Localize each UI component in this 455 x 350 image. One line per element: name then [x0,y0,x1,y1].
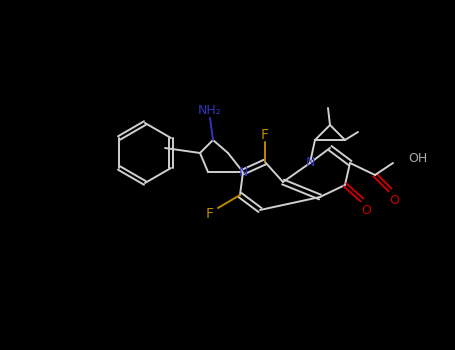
Text: O: O [361,203,371,217]
Text: N: N [238,166,248,178]
Text: NH₂: NH₂ [198,104,222,117]
Text: O: O [389,194,399,206]
Text: F: F [261,128,269,142]
Text: F: F [206,207,214,221]
Text: OH: OH [408,152,427,164]
Text: N: N [305,156,315,169]
